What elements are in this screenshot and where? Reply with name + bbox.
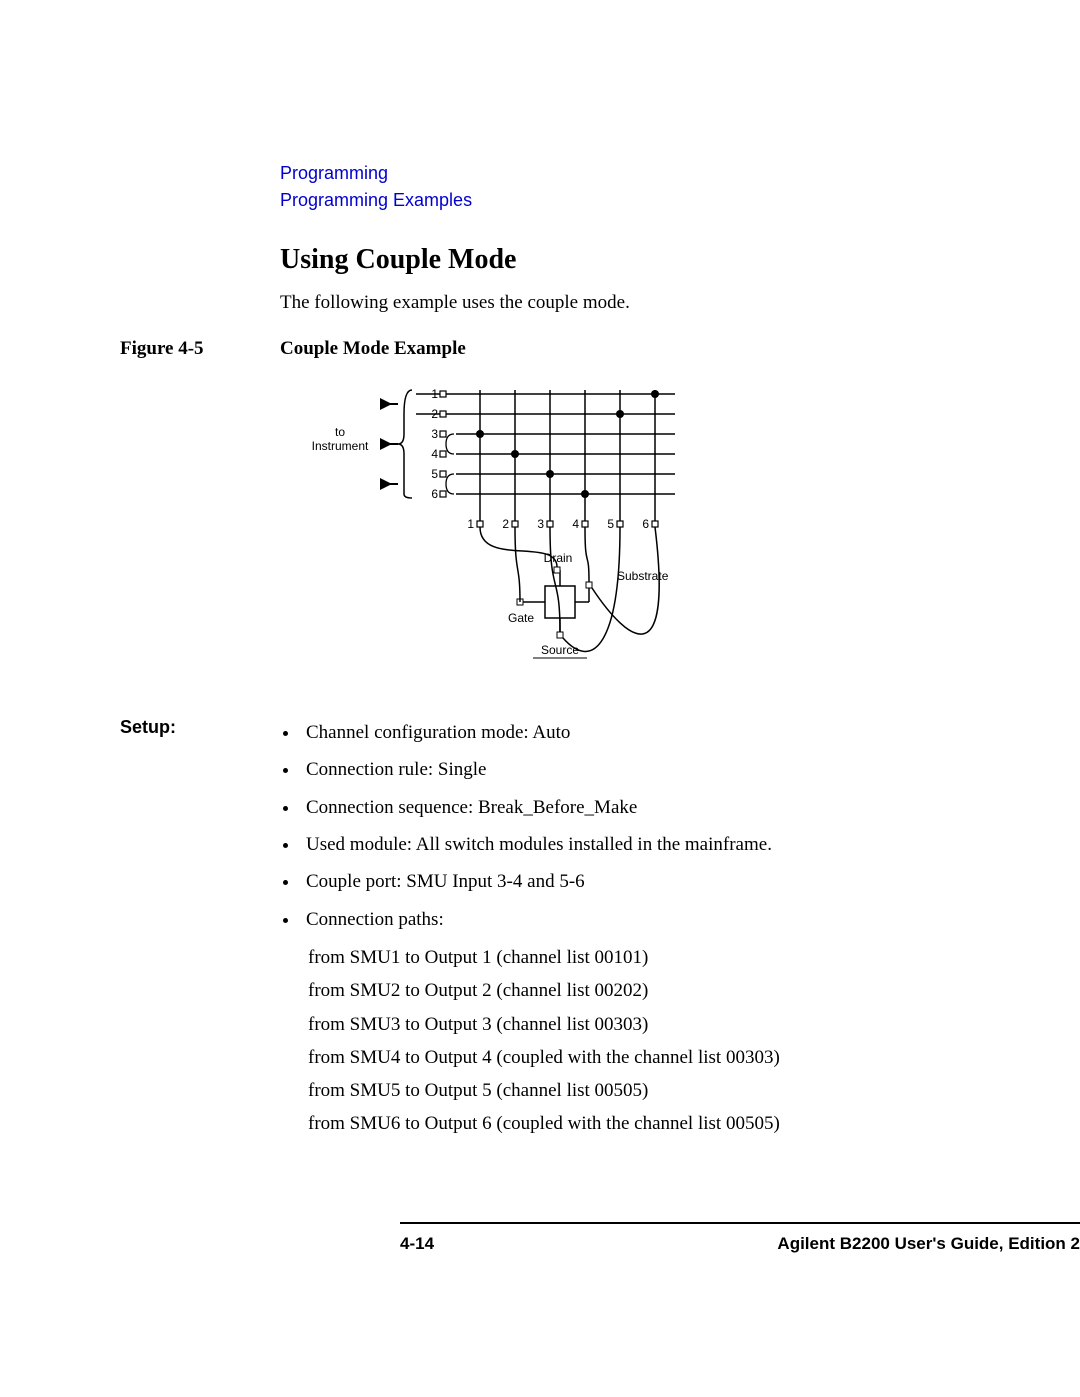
setup-subitem: from SMU1 to Output 1 (channel list 0010… bbox=[308, 941, 780, 974]
setup-list: Channel configuration mode: Auto Connecti… bbox=[280, 717, 780, 1141]
svg-text:Instrument: Instrument bbox=[312, 439, 369, 453]
svg-text:5: 5 bbox=[431, 467, 438, 481]
setup-label: Setup: bbox=[120, 717, 280, 1141]
svg-text:1: 1 bbox=[467, 517, 474, 531]
breadcrumb-line2[interactable]: Programming Examples bbox=[280, 187, 960, 214]
setup-item: Used module: All switch modules installe… bbox=[300, 829, 780, 860]
svg-text:3: 3 bbox=[537, 517, 544, 531]
page-footer: 4-14 Agilent B2200 User's Guide, Edition… bbox=[400, 1234, 1080, 1254]
figure-heading: Figure 4-5 Couple Mode Example bbox=[120, 338, 960, 360]
section-title: Using Couple Mode bbox=[280, 244, 960, 276]
setup-item: Couple port: SMU Input 3-4 and 5-6 bbox=[300, 866, 780, 897]
svg-text:1: 1 bbox=[431, 387, 438, 401]
svg-text:4: 4 bbox=[431, 447, 438, 461]
setup-item: Connection sequence: Break_Before_Make bbox=[300, 792, 780, 823]
svg-text:Drain: Drain bbox=[544, 551, 573, 565]
footer-rule bbox=[400, 1222, 1080, 1224]
setup-item: Connection paths: bbox=[300, 904, 780, 935]
svg-text:4: 4 bbox=[572, 517, 579, 531]
breadcrumb-line1[interactable]: Programming bbox=[280, 160, 960, 187]
section-intro: The following example uses the couple mo… bbox=[280, 292, 960, 314]
setup-section: Setup: Channel configuration mode: AutoC… bbox=[120, 717, 960, 1141]
svg-text:3: 3 bbox=[431, 427, 438, 441]
svg-text:6: 6 bbox=[642, 517, 649, 531]
setup-subitem: from SMU4 to Output 4 (coupled with the … bbox=[308, 1041, 780, 1074]
page-content: Programming Programming Examples Using C… bbox=[120, 160, 960, 1141]
setup-subitem: from SMU6 to Output 6 (coupled with the … bbox=[308, 1107, 780, 1140]
footer-guide: Agilent B2200 User's Guide, Edition 2 bbox=[777, 1234, 1080, 1254]
svg-text:6: 6 bbox=[431, 487, 438, 501]
setup-item: Channel configuration mode: Auto bbox=[300, 717, 780, 748]
setup-subitem: from SMU3 to Output 3 (channel list 0030… bbox=[308, 1008, 780, 1041]
svg-text:2: 2 bbox=[502, 517, 509, 531]
svg-text:to: to bbox=[335, 425, 345, 439]
figure-label: Figure 4-5 bbox=[120, 338, 280, 360]
figure-diagram: toInstrument 1 2 3 4 5 6 1 2 3 4 5 6 Gate Drain Substra… bbox=[300, 364, 960, 699]
svg-text:Source: Source bbox=[541, 643, 579, 657]
svg-text:Gate: Gate bbox=[508, 611, 534, 625]
setup-subitem: from SMU2 to Output 2 (channel list 0020… bbox=[308, 974, 780, 1007]
breadcrumb: Programming Programming Examples bbox=[280, 160, 960, 214]
figure-caption: Couple Mode Example bbox=[280, 338, 466, 360]
svg-text:Substrate: Substrate bbox=[617, 569, 669, 583]
svg-text:5: 5 bbox=[607, 517, 614, 531]
svg-text:2: 2 bbox=[431, 407, 438, 421]
footer-page: 4-14 bbox=[400, 1234, 434, 1254]
setup-subitem: from SMU5 to Output 5 (channel list 0050… bbox=[308, 1074, 780, 1107]
setup-item: Connection rule: Single bbox=[300, 754, 780, 785]
